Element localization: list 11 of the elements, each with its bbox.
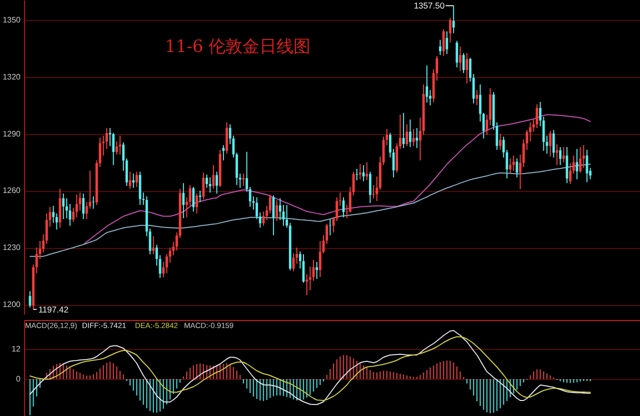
annotation: 1197.42 bbox=[38, 304, 69, 314]
y-tick-label: 1260 bbox=[2, 186, 22, 196]
y-tick-label: 0 bbox=[16, 374, 22, 384]
y-tick-label: 1290 bbox=[2, 129, 22, 138]
y-tick-label: 1230 bbox=[2, 243, 22, 252]
y-tick-label: 1320 bbox=[2, 72, 22, 82]
annotation: 1357.50 bbox=[414, 0, 445, 11]
text: 11-6 伦敦金日线图 bbox=[165, 37, 311, 57]
y-tick-label: 1200 bbox=[2, 300, 22, 310]
y-tick-label: 1350 bbox=[2, 15, 22, 24]
y-tick-label: 12 bbox=[12, 344, 22, 354]
